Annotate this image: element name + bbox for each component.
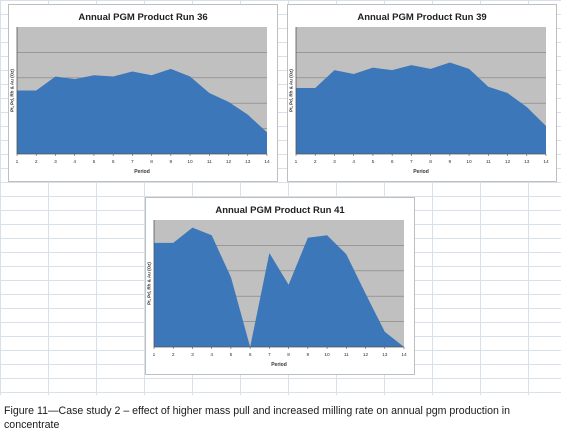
chart-title: Annual PGM Product Run 41 bbox=[215, 205, 345, 216]
x-tick-label: 5 bbox=[372, 159, 375, 165]
chart-run-36: Annual PGM Product Run 361 2 3 4 5 6 7 8 9 10 11 12… bbox=[10, 12, 270, 175]
x-tick-label: 9 bbox=[307, 352, 310, 358]
chart-panel-run-39: Annual PGM Product Run 39 1 2 3 4 5 6 7 8 9 10 11 12… bbox=[287, 4, 557, 182]
area-series bbox=[154, 227, 404, 347]
x-tick-label: 12 bbox=[363, 352, 369, 358]
x-tick-label: 6 bbox=[112, 159, 115, 165]
x-tick-label: 5 bbox=[230, 352, 233, 358]
x-tick-label: 5 bbox=[93, 159, 96, 165]
area-series bbox=[296, 62, 546, 155]
x-tick-label: 1 bbox=[295, 159, 298, 165]
x-tick-label: 9 bbox=[449, 159, 452, 165]
x-tick-label: 6 bbox=[249, 352, 252, 358]
x-tick-label: 11 bbox=[486, 159, 491, 165]
chart-title: Annual PGM Product Run 36 bbox=[78, 12, 207, 23]
x-tick-label: 7 bbox=[410, 159, 413, 165]
x-tick-label: 2 bbox=[35, 159, 38, 165]
x-tick-label: 14 bbox=[543, 159, 549, 165]
chart-run-39: Annual PGM Product Run 391 2 3 4 5 6 7 8 9 10 11 12… bbox=[289, 12, 549, 175]
chart-title: Annual PGM Product Run 39 bbox=[357, 12, 486, 23]
x-tick-label: 2 bbox=[314, 159, 317, 165]
x-tick-label: 13 bbox=[382, 352, 388, 358]
y-axis-label: Pt, Pd, Rh & Au (Oz) bbox=[10, 69, 15, 112]
x-tick-label: 8 bbox=[287, 352, 290, 358]
y-axis-label: Pt, Pd, Rh & Au (Oz) bbox=[147, 262, 152, 305]
x-tick-label: 3 bbox=[54, 159, 57, 165]
x-tick-label: 3 bbox=[191, 352, 194, 358]
x-tick-label: 2 bbox=[172, 352, 175, 358]
chart-run-41: Annual PGM Product Run 411 2 3 4 5 6 7 8 9 10 11 12… bbox=[147, 205, 407, 368]
x-tick-label: 4 bbox=[352, 159, 355, 165]
x-tick-label: 10 bbox=[187, 159, 193, 165]
x-tick-label: 1 bbox=[153, 352, 156, 358]
chart-panel-run-36: Annual PGM Product Run 36 1 2 3 4 5 6 7 8 9 10 11 12… bbox=[8, 4, 278, 182]
x-tick-label: 13 bbox=[524, 159, 530, 165]
figure-caption: Figure 11—Case study 2 – effect of highe… bbox=[4, 405, 511, 431]
x-axis-label: Period bbox=[413, 169, 429, 175]
x-tick-label: 1 bbox=[16, 159, 19, 165]
y-axis-label: Pt, Pd, Rh & Au (Oz) bbox=[289, 69, 294, 112]
x-tick-label: 7 bbox=[131, 159, 134, 165]
x-tick-label: 9 bbox=[170, 159, 173, 165]
x-tick-label: 13 bbox=[245, 159, 251, 165]
x-tick-label: 4 bbox=[210, 352, 213, 358]
x-tick-label: 14 bbox=[401, 352, 407, 358]
area-series bbox=[17, 68, 267, 154]
x-tick-label: 14 bbox=[264, 159, 270, 165]
x-axis-label: Period bbox=[271, 362, 287, 368]
x-axis-label: Period bbox=[134, 169, 150, 175]
x-tick-label: 4 bbox=[73, 159, 76, 165]
x-tick-label: 11 bbox=[344, 352, 349, 358]
x-tick-label: 10 bbox=[466, 159, 472, 165]
x-tick-label: 12 bbox=[226, 159, 232, 165]
x-tick-label: 3 bbox=[333, 159, 336, 165]
x-tick-label: 10 bbox=[324, 352, 330, 358]
x-tick-label: 8 bbox=[429, 159, 432, 165]
x-tick-label: 12 bbox=[505, 159, 511, 165]
x-tick-label: 6 bbox=[391, 159, 394, 165]
x-tick-label: 11 bbox=[207, 159, 212, 165]
x-tick-label: 8 bbox=[150, 159, 153, 165]
x-tick-label: 7 bbox=[268, 352, 271, 358]
chart-panel-run-41: Annual PGM Product Run 41 1 2 3 4 5 6 7 8 9 10 11 12… bbox=[145, 197, 415, 375]
